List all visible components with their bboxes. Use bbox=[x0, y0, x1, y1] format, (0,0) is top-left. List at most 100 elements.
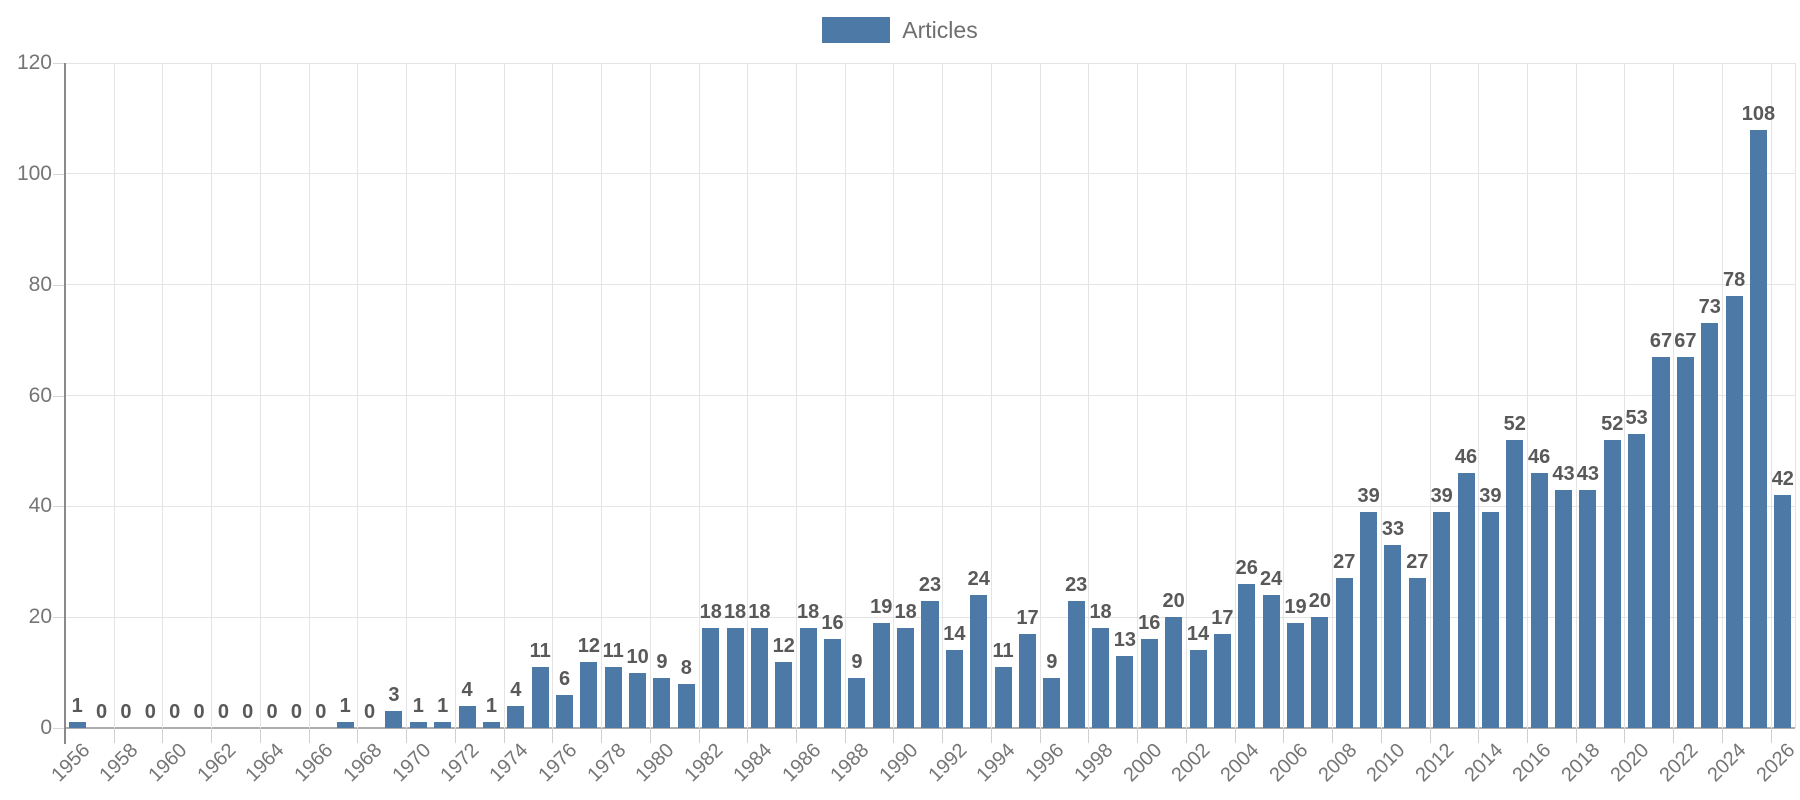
bar[interactable] bbox=[1725, 295, 1743, 728]
bar[interactable] bbox=[970, 595, 988, 728]
bar[interactable] bbox=[726, 628, 744, 728]
bar[interactable] bbox=[1067, 600, 1085, 728]
bar[interactable] bbox=[1408, 578, 1426, 728]
bar[interactable] bbox=[1262, 595, 1280, 728]
bar[interactable] bbox=[531, 667, 549, 728]
bar-value-label: 20 bbox=[1162, 590, 1185, 613]
y-tick-label: 40 bbox=[28, 494, 52, 518]
bar[interactable] bbox=[994, 667, 1012, 728]
bar[interactable] bbox=[385, 711, 403, 728]
bar[interactable] bbox=[604, 667, 622, 728]
bar[interactable] bbox=[653, 678, 671, 728]
vgrid-line bbox=[795, 63, 797, 728]
bar[interactable] bbox=[824, 639, 842, 728]
bar-value-label: 9 bbox=[1046, 651, 1058, 674]
bar[interactable] bbox=[775, 661, 793, 728]
x-axis-tick bbox=[1624, 728, 1626, 743]
bar[interactable] bbox=[68, 722, 86, 728]
bar[interactable] bbox=[1213, 633, 1231, 728]
y-axis-tick bbox=[53, 284, 65, 286]
x-axis-line bbox=[65, 727, 1795, 729]
bar[interactable] bbox=[1530, 473, 1548, 728]
bar[interactable] bbox=[482, 722, 500, 728]
bar[interactable] bbox=[580, 661, 598, 728]
bar-value-label: 16 bbox=[1138, 612, 1161, 635]
bar[interactable] bbox=[1238, 583, 1256, 728]
bar[interactable] bbox=[1311, 617, 1329, 728]
bar[interactable] bbox=[1433, 511, 1451, 728]
bar[interactable] bbox=[1140, 639, 1158, 728]
legend[interactable]: Articles bbox=[0, 15, 1800, 45]
bar[interactable] bbox=[702, 628, 720, 728]
vgrid-line bbox=[747, 63, 749, 728]
bar[interactable] bbox=[1701, 323, 1719, 728]
bar[interactable] bbox=[1360, 511, 1378, 728]
bar[interactable] bbox=[336, 722, 354, 728]
vgrid-line bbox=[601, 63, 603, 728]
bar-value-label: 0 bbox=[242, 701, 254, 723]
bar[interactable] bbox=[458, 705, 476, 728]
bar-value-label: 73 bbox=[1698, 296, 1721, 319]
bar[interactable] bbox=[1457, 473, 1475, 728]
x-tick-label: 1962 bbox=[193, 739, 241, 787]
bar-value-label: 27 bbox=[1333, 551, 1356, 574]
bar[interactable] bbox=[1506, 439, 1524, 728]
bar[interactable] bbox=[1481, 511, 1499, 728]
bar[interactable] bbox=[507, 705, 525, 728]
bar-value-label: 8 bbox=[680, 656, 692, 679]
bar[interactable] bbox=[1165, 617, 1183, 728]
bar[interactable] bbox=[1116, 655, 1134, 728]
bar[interactable] bbox=[799, 628, 817, 728]
bar[interactable] bbox=[1092, 628, 1110, 728]
x-axis-tick bbox=[1380, 728, 1382, 743]
bar-value-label: 10 bbox=[626, 645, 649, 668]
bar[interactable] bbox=[629, 672, 647, 728]
bar-value-label: 14 bbox=[943, 623, 966, 646]
bar[interactable] bbox=[897, 628, 915, 728]
bar[interactable] bbox=[1628, 434, 1646, 728]
bar-value-label: 20 bbox=[1308, 590, 1331, 613]
bar[interactable] bbox=[1286, 622, 1304, 728]
bar[interactable] bbox=[1749, 129, 1767, 728]
x-tick-label: 1992 bbox=[924, 739, 972, 787]
x-tick-label: 1964 bbox=[241, 739, 289, 787]
x-axis-tick bbox=[990, 728, 992, 743]
bar[interactable] bbox=[1189, 650, 1207, 728]
bar[interactable] bbox=[1335, 578, 1353, 728]
bar[interactable] bbox=[555, 694, 574, 728]
bar[interactable] bbox=[409, 722, 427, 728]
bar[interactable] bbox=[1652, 356, 1670, 728]
bar-value-label: 26 bbox=[1235, 556, 1258, 579]
bar[interactable] bbox=[1676, 356, 1694, 728]
x-axis-tick bbox=[308, 728, 310, 743]
bar-value-label: 0 bbox=[364, 701, 376, 723]
vgrid-line bbox=[113, 63, 115, 728]
bar-value-label: 42 bbox=[1771, 468, 1794, 491]
x-axis-tick bbox=[844, 728, 846, 743]
bar[interactable] bbox=[750, 628, 768, 728]
bar[interactable] bbox=[1579, 489, 1597, 728]
vgrid-line bbox=[990, 63, 992, 728]
bar[interactable] bbox=[434, 722, 452, 728]
bar-value-label: 0 bbox=[290, 701, 303, 723]
x-axis-tick bbox=[552, 728, 554, 743]
bar[interactable] bbox=[1774, 495, 1792, 728]
bar[interactable] bbox=[1043, 678, 1061, 728]
bar[interactable] bbox=[921, 600, 939, 728]
bar[interactable] bbox=[1603, 439, 1621, 728]
bar[interactable] bbox=[1554, 489, 1573, 728]
bar[interactable] bbox=[1384, 545, 1402, 728]
bar-value-label: 0 bbox=[217, 701, 229, 723]
bar-value-label: 108 bbox=[1741, 102, 1776, 125]
bar-value-label: 9 bbox=[851, 651, 863, 674]
bar[interactable] bbox=[848, 678, 866, 728]
bar-value-label: 11 bbox=[529, 640, 551, 663]
bar[interactable] bbox=[677, 683, 695, 728]
hgrid-line bbox=[65, 62, 1795, 64]
bar[interactable] bbox=[872, 622, 890, 728]
x-axis-tick bbox=[113, 728, 115, 743]
bar[interactable] bbox=[1018, 633, 1036, 728]
y-tick-label: 60 bbox=[28, 383, 52, 407]
bar[interactable] bbox=[945, 650, 963, 728]
